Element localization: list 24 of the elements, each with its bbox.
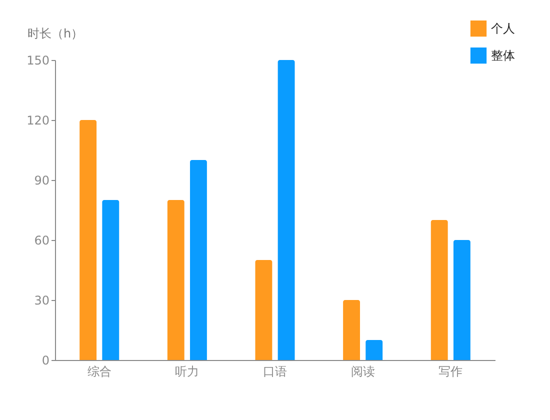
bar bbox=[278, 60, 295, 360]
y-tick-label: 120 bbox=[26, 114, 50, 128]
bar bbox=[255, 260, 272, 360]
x-tick-label: 写作 bbox=[438, 364, 463, 378]
bar bbox=[102, 200, 120, 360]
y-tick-label: 90 bbox=[34, 174, 50, 188]
x-tick-label: 听力 bbox=[175, 364, 200, 378]
bar bbox=[80, 120, 97, 360]
bar bbox=[190, 160, 207, 360]
y-axis-title: 时长（h） bbox=[28, 26, 84, 40]
bar bbox=[167, 200, 184, 360]
x-tick-label: 综合 bbox=[87, 364, 112, 378]
legend-label: 个人 bbox=[491, 22, 515, 36]
bar bbox=[366, 340, 383, 360]
bar bbox=[430, 220, 448, 360]
y-tick-label: 30 bbox=[34, 294, 50, 308]
legend-label: 整体 bbox=[491, 48, 515, 62]
y-tick-label: 150 bbox=[26, 54, 50, 68]
bar bbox=[453, 240, 470, 360]
x-tick-label: 口语 bbox=[263, 364, 287, 378]
y-tick-label: 60 bbox=[34, 234, 50, 248]
bar bbox=[343, 300, 360, 360]
y-tick-label: 0 bbox=[42, 354, 50, 368]
x-tick-label: 阅读 bbox=[350, 364, 375, 378]
